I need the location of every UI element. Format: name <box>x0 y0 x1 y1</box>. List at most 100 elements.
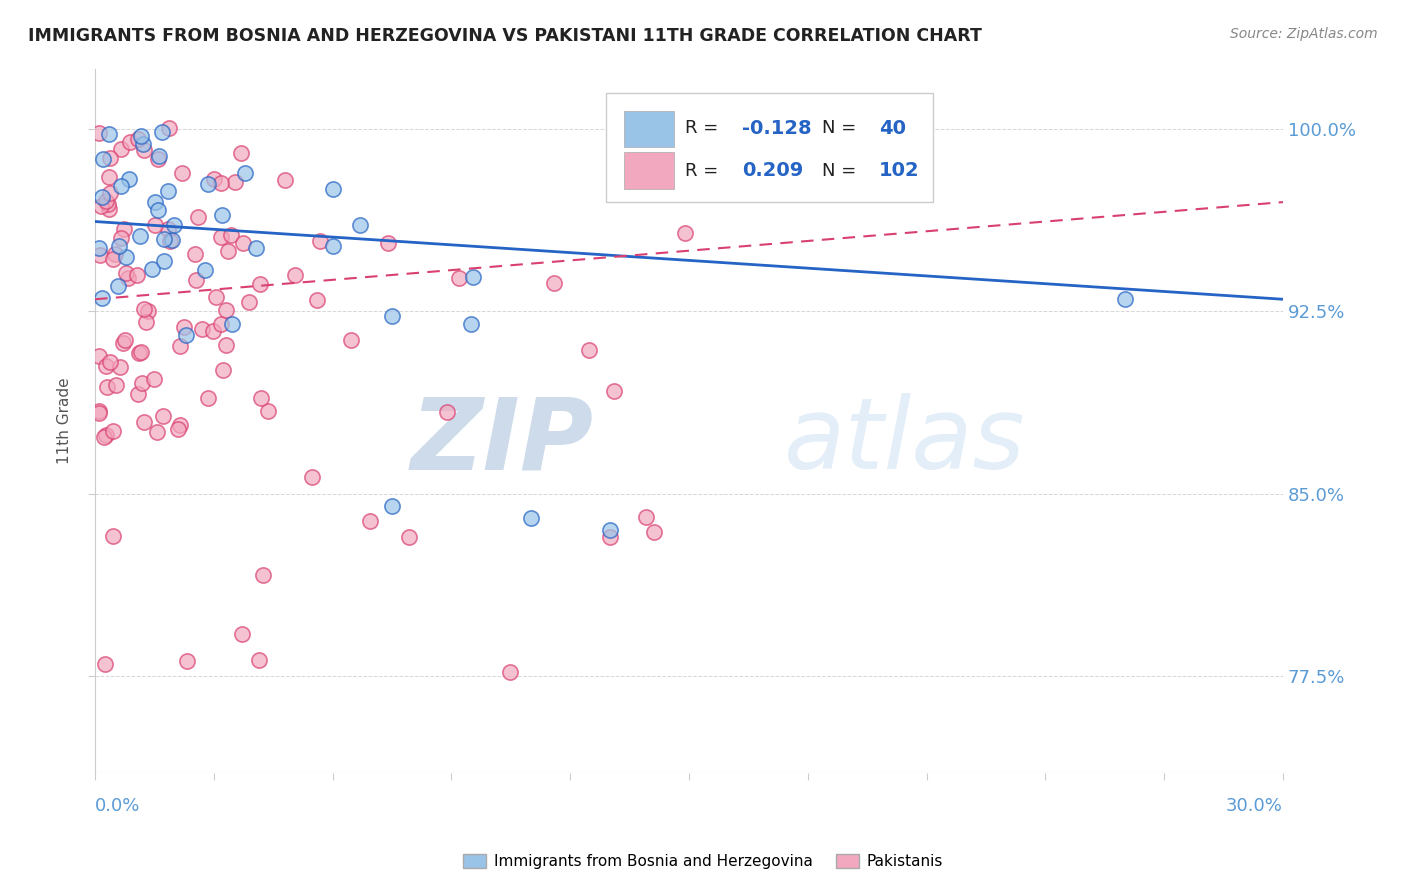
Point <box>252 567 274 582</box>
Text: -0.128: -0.128 <box>742 119 813 138</box>
Point <box>96 359 118 373</box>
Text: N =: N = <box>823 161 862 179</box>
Point <box>167 422 190 436</box>
Text: N =: N = <box>823 120 862 137</box>
Point <box>221 227 243 242</box>
Text: ZIP: ZIP <box>411 393 593 491</box>
Point <box>176 655 198 669</box>
FancyBboxPatch shape <box>624 153 673 189</box>
Point <box>461 270 484 285</box>
Point <box>131 137 153 152</box>
Point <box>156 222 179 236</box>
Point <box>349 218 371 232</box>
Point <box>98 170 121 185</box>
Point <box>174 328 197 343</box>
Point <box>193 263 215 277</box>
Point <box>170 166 193 180</box>
Point <box>112 336 135 351</box>
Point <box>398 530 420 544</box>
Point <box>309 234 332 248</box>
Point <box>136 304 159 318</box>
Point <box>110 360 132 375</box>
Point <box>101 424 124 438</box>
Point <box>98 355 121 369</box>
Point <box>98 127 121 141</box>
Text: 0.0%: 0.0% <box>96 797 141 815</box>
Point <box>127 131 149 145</box>
Point <box>257 403 280 417</box>
Point <box>673 226 696 240</box>
Point <box>184 247 207 261</box>
Point <box>209 229 232 244</box>
Point <box>110 142 132 156</box>
Point <box>159 234 181 248</box>
Point <box>283 268 305 283</box>
Legend: Immigrants from Bosnia and Herzegovina, Pakistanis: Immigrants from Bosnia and Herzegovina, … <box>457 847 949 875</box>
Point <box>247 653 270 667</box>
Point <box>94 657 117 671</box>
Text: R =: R = <box>686 120 724 137</box>
Point <box>150 125 173 139</box>
Point <box>233 166 256 180</box>
Point <box>274 173 297 187</box>
Point <box>305 293 328 308</box>
Point <box>169 418 191 433</box>
Point <box>359 514 381 528</box>
Point <box>132 144 155 158</box>
Point <box>134 301 156 316</box>
Point <box>197 391 219 405</box>
Point <box>127 386 149 401</box>
Point <box>599 523 621 537</box>
Point <box>211 208 233 222</box>
Point <box>98 202 121 216</box>
Point <box>93 430 115 444</box>
Point <box>101 529 124 543</box>
Point <box>94 194 117 208</box>
Point <box>157 121 180 136</box>
Point <box>232 236 254 251</box>
Text: atlas: atlas <box>785 393 1026 491</box>
Point <box>125 268 148 282</box>
Point <box>322 239 344 253</box>
Point <box>91 190 114 204</box>
Point <box>543 277 565 291</box>
Y-axis label: 11th Grade: 11th Grade <box>58 377 72 464</box>
Point <box>110 231 132 245</box>
Point <box>148 149 170 163</box>
Point <box>215 338 238 352</box>
Point <box>96 380 118 394</box>
Point <box>104 377 127 392</box>
Point <box>112 222 135 236</box>
Point <box>107 279 129 293</box>
Point <box>108 238 131 252</box>
Point <box>143 219 166 233</box>
Point <box>169 339 191 353</box>
Point <box>152 232 174 246</box>
Text: 40: 40 <box>879 119 905 138</box>
Point <box>146 203 169 218</box>
Point <box>221 318 243 332</box>
Point <box>89 247 111 261</box>
Point <box>143 194 166 209</box>
Point <box>129 228 152 243</box>
Point <box>87 404 110 418</box>
Point <box>115 251 138 265</box>
Point <box>231 627 253 641</box>
Point <box>101 252 124 266</box>
Point <box>134 415 156 429</box>
Text: R =: R = <box>686 161 724 179</box>
Point <box>381 309 404 323</box>
Point <box>96 428 118 442</box>
Point <box>643 525 665 540</box>
Point <box>120 135 142 149</box>
Point <box>301 469 323 483</box>
Text: 102: 102 <box>879 161 920 180</box>
Point <box>519 511 541 525</box>
Point <box>97 197 120 211</box>
Point <box>110 178 132 193</box>
Point <box>224 176 246 190</box>
Point <box>118 172 141 186</box>
Point <box>321 181 343 195</box>
Point <box>117 271 139 285</box>
Point <box>131 376 153 391</box>
